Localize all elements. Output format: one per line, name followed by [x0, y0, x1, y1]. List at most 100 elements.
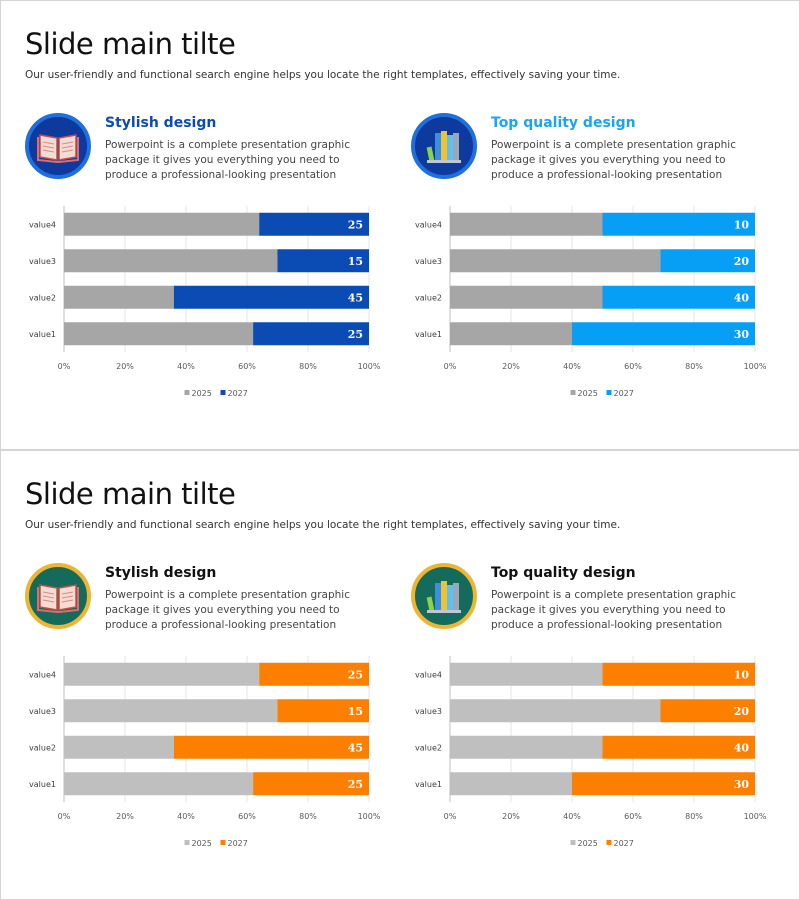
card-body-top-quality: Powerpoint is a complete presentation gr…: [491, 139, 736, 181]
x-tick-label: 20%: [116, 362, 134, 371]
y-tick-label: value3: [415, 707, 442, 716]
y-tick-label: value4: [29, 220, 56, 229]
data-label: 30: [734, 778, 750, 791]
bar-2025-value1: [64, 772, 254, 796]
legend-swatch-2027: [606, 840, 612, 845]
y-tick-label: value2: [415, 293, 442, 302]
x-tick-label: 100%: [358, 362, 381, 371]
chart-right: 0% 20% 40% 60% 80% 100% value4 10 value3 20 value2…: [415, 206, 767, 398]
open-book-badge: [25, 113, 91, 179]
bar-2027-value3: [277, 249, 369, 273]
card-body-stylish: Powerpoint is a complete presentation gr…: [105, 139, 350, 181]
data-label: 20: [734, 255, 750, 268]
bar-2027-value2: [602, 285, 755, 309]
legend-label-2025: 2025: [192, 389, 212, 398]
data-label: 25: [348, 328, 363, 341]
bar-2027-value1: [572, 322, 755, 346]
x-tick-label: 80%: [299, 812, 317, 821]
open-book-icon: [37, 134, 79, 163]
data-label: 15: [348, 705, 363, 718]
x-tick-label: 60%: [624, 362, 642, 371]
y-tick-label: value3: [29, 257, 56, 266]
y-tick-label: value3: [415, 257, 442, 266]
bar-2025-value3: [64, 699, 278, 723]
legend-swatch-2027: [220, 390, 226, 395]
books-icon: [426, 581, 461, 613]
bar-2025-value4: [64, 662, 260, 686]
x-tick-label: 40%: [177, 362, 195, 371]
legend-label-2027: 2027: [614, 389, 634, 398]
legend-label-2027: 2027: [228, 389, 248, 398]
slide-1: Slide main tilte Our user-friendly and f…: [0, 0, 800, 450]
y-tick-label: value4: [29, 670, 56, 679]
bar-2025-value3: [450, 249, 661, 273]
bar-2027-value1: [572, 772, 755, 796]
x-tick-label: 100%: [744, 362, 767, 371]
slide-title: Slide main tilte: [25, 27, 236, 61]
legend-swatch-2025: [184, 390, 190, 395]
x-tick-label: 60%: [238, 362, 256, 371]
bar-2027-value2: [602, 735, 755, 759]
bar-2025-value2: [64, 735, 174, 759]
slide-title: Slide main tilte: [25, 477, 236, 511]
x-tick-label: 80%: [299, 362, 317, 371]
y-tick-label: value2: [415, 743, 442, 752]
x-tick-label: 80%: [685, 812, 703, 821]
data-label: 20: [734, 705, 750, 718]
bar-2027-value3: [277, 699, 369, 723]
slide-subtitle: Our user-friendly and functional search …: [25, 69, 621, 81]
data-label: 30: [734, 328, 750, 341]
legend-label-2027: 2027: [228, 839, 248, 848]
bar-2025-value2: [450, 735, 603, 759]
legend-label-2025: 2025: [578, 389, 598, 398]
y-tick-label: value2: [29, 293, 56, 302]
legend-label-2025: 2025: [192, 839, 212, 848]
bar-2025-value4: [64, 212, 260, 236]
open-book-badge: [25, 563, 91, 629]
bar-2025-value2: [64, 285, 174, 309]
bar-2025-value2: [450, 285, 603, 309]
data-label: 40: [734, 741, 750, 754]
bar-2027-value4: [602, 212, 755, 236]
bar-2027-value4: [602, 662, 755, 686]
card-heading-top-quality: Top quality design: [491, 115, 636, 131]
y-tick-label: value1: [29, 780, 56, 789]
open-book-icon: [37, 584, 79, 613]
chart-right: 0% 20% 40% 60% 80% 100% value4 10 value3 20 value2…: [415, 656, 767, 848]
x-tick-label: 20%: [502, 362, 520, 371]
x-tick-label: 0%: [444, 362, 457, 371]
y-tick-label: value2: [29, 743, 56, 752]
y-tick-label: value4: [415, 220, 442, 229]
card-body-stylish: Powerpoint is a complete presentation gr…: [105, 589, 350, 631]
x-tick-label: 60%: [238, 812, 256, 821]
data-label: 45: [348, 291, 363, 304]
x-tick-label: 0%: [58, 812, 71, 821]
legend-swatch-2025: [570, 390, 576, 395]
bar-2027-value1: [253, 322, 369, 346]
card-heading-top-quality: Top quality design: [491, 565, 636, 581]
bar-2027-value4: [259, 212, 369, 236]
legend-swatch-2025: [570, 840, 576, 845]
x-tick-label: 100%: [744, 812, 767, 821]
data-label: 25: [348, 218, 363, 231]
data-label: 40: [734, 291, 750, 304]
bar-2027-value3: [660, 249, 755, 273]
card-body-top-quality: Powerpoint is a complete presentation gr…: [491, 589, 736, 631]
x-tick-label: 40%: [177, 812, 195, 821]
legend-label-2027: 2027: [614, 839, 634, 848]
bar-2027-value1: [253, 772, 369, 796]
chart-left: 0% 20% 40% 60% 80% 100% value4 25 value3 15 value2…: [29, 656, 381, 848]
bar-2025-value3: [450, 699, 661, 723]
bar-2025-value1: [450, 322, 572, 346]
x-tick-label: 100%: [358, 812, 381, 821]
slide-subtitle: Our user-friendly and functional search …: [25, 519, 621, 531]
x-tick-label: 40%: [563, 362, 581, 371]
data-label: 10: [734, 668, 750, 681]
y-tick-label: value3: [29, 707, 56, 716]
bar-2027-value3: [660, 699, 755, 723]
x-tick-label: 20%: [502, 812, 520, 821]
bar-2025-value1: [450, 772, 572, 796]
bar-2027-value2: [173, 735, 369, 759]
bar-2025-value3: [64, 249, 278, 273]
books-icon: [426, 131, 461, 163]
